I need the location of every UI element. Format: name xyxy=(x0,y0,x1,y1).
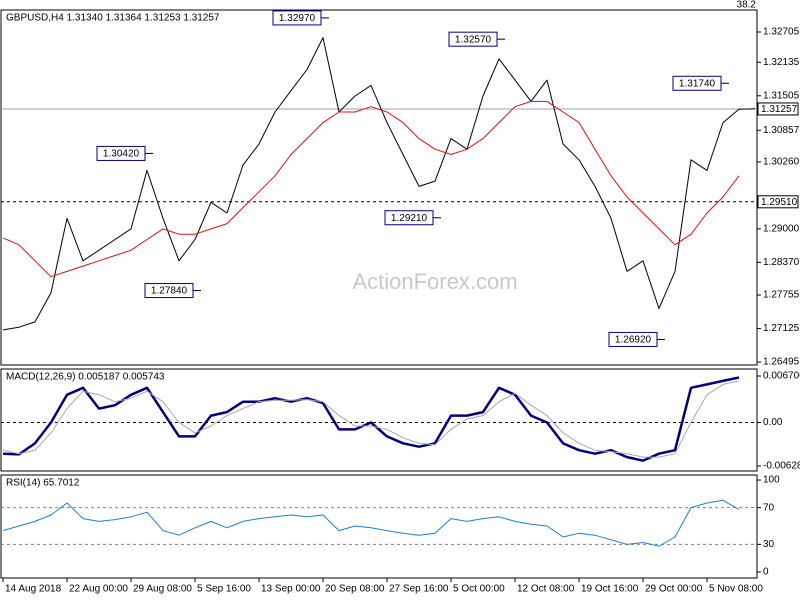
annotation-label: 1.32570 xyxy=(455,34,492,45)
level-tag-box xyxy=(757,195,799,209)
annotation-box xyxy=(608,331,658,347)
y-tick-label: 30 xyxy=(763,539,775,550)
x-tick-label: 20 Sep 08:00 xyxy=(325,584,385,595)
y-tick-label: 1.27125 xyxy=(763,323,800,334)
y-tick-label: 100 xyxy=(763,475,780,486)
x-tick-label: 5 Nov 08:00 xyxy=(709,584,763,595)
x-tick-label: 14 Aug 2018 xyxy=(5,584,62,595)
x-tick-label: 5 Oct 00:00 xyxy=(453,584,505,595)
y-tick-label: 1.31505 xyxy=(763,90,800,101)
series-line xyxy=(2,380,740,458)
annotation-box xyxy=(672,75,722,91)
y-tick-label: 1.27755 xyxy=(763,290,800,301)
annotation-label: 1.29210 xyxy=(391,213,428,224)
annotation-label: 1.27840 xyxy=(151,286,188,297)
x-tick-label: 27 Sep 16:00 xyxy=(389,584,449,595)
watermark: ActionForex.com xyxy=(352,269,517,294)
y-tick-label: 0.00 xyxy=(763,417,783,428)
x-tick-label: 12 Oct 08:00 xyxy=(517,584,575,595)
annotation-label: 1.30420 xyxy=(103,149,140,160)
annotation-label: 1.32970 xyxy=(279,13,316,24)
panel-title: GBPUSD,H4 1.31340 1.31364 1.31253 1.3125… xyxy=(6,13,220,24)
fibo-label: 38.2 xyxy=(737,0,757,11)
y-tick-label: 1.32135 xyxy=(763,57,800,68)
panel-frame xyxy=(0,474,758,579)
level-tag-box xyxy=(757,102,799,116)
y-tick-label: 70 xyxy=(763,502,775,513)
panel-title: RSI(14) 65.7012 xyxy=(6,478,80,489)
level-tag: 1.31257 xyxy=(761,104,798,115)
y-tick-label: 1.26495 xyxy=(763,357,800,368)
annotation-label: 1.31740 xyxy=(679,78,716,89)
series-line xyxy=(2,37,756,331)
annotation-box xyxy=(96,145,146,161)
y-tick-label: 0.006706 xyxy=(763,371,800,382)
panel-frame xyxy=(0,9,758,366)
y-tick-label: 1.30857 xyxy=(763,125,800,136)
x-tick-label: 5 Sep 16:00 xyxy=(197,584,251,595)
x-tick-label: 13 Sep 00:00 xyxy=(261,584,321,595)
x-tick-label: 22 Aug 00:00 xyxy=(69,584,128,595)
annotation-label: 1.26920 xyxy=(615,335,652,346)
annotation-box xyxy=(448,31,498,47)
panel-title: MACD(12,26,9) 0.005187 0.005743 xyxy=(6,372,165,383)
series-line xyxy=(2,376,740,462)
y-tick-label: 1.32705 xyxy=(763,27,800,38)
y-tick-label: -0.00628 xyxy=(763,461,800,472)
level-tag: 1.29510 xyxy=(761,197,798,208)
y-tick-label: 1.29000 xyxy=(763,224,800,235)
annotation-box xyxy=(384,210,434,226)
x-tick-label: 29 Aug 08:00 xyxy=(133,584,192,595)
series-line xyxy=(2,499,740,547)
panel-frame xyxy=(0,368,758,472)
x-tick-label: 19 Oct 16:00 xyxy=(581,584,639,595)
x-tick-label: 29 Oct 00:00 xyxy=(645,584,703,595)
y-tick-label: 1.30260 xyxy=(763,157,800,168)
annotation-box xyxy=(144,283,194,299)
y-tick-label: 1.28370 xyxy=(763,257,800,268)
annotation-box xyxy=(272,10,322,26)
y-tick-label: 0 xyxy=(763,567,769,578)
series-line xyxy=(2,100,740,278)
